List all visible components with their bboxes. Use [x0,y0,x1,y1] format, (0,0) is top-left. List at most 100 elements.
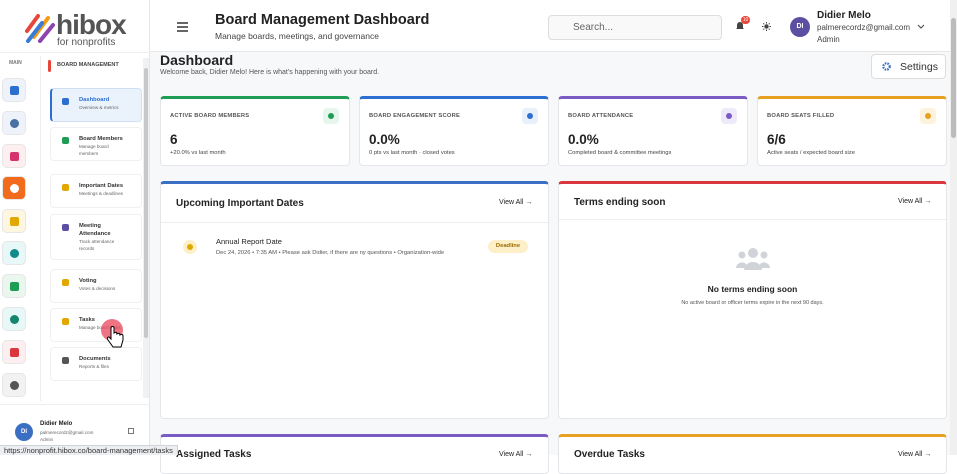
stat-label: BOARD SEATS FILLED [767,113,835,119]
menu-subtitle: Manage board members [79,144,109,156]
status-url: https://nonprofit.hibox.co/board-managem… [0,445,178,455]
stat-icon [920,108,936,124]
clock-dot [187,244,193,250]
rail-icon[interactable] [2,111,26,135]
panel-title: Upcoming Important Dates [176,198,304,209]
menu-subtitle: Meetings & deadlines [79,191,123,196]
rail-icon[interactable] [2,373,26,397]
menu-title[interactable]: Voting [79,278,97,284]
avatar[interactable]: DI [790,17,810,37]
divider [161,222,548,223]
divider [0,404,150,405]
stat-value: 6/6 [767,132,786,147]
menu-subtitle: Track attendance records [79,239,115,251]
menu-icon [62,279,69,286]
stat-value: 6 [170,132,178,147]
menu-icon [62,224,69,231]
brand-tagline: for nonprofits [57,37,116,48]
menu-toggle[interactable] [177,22,188,32]
menu-title[interactable]: Board Members [79,136,123,142]
menu-subtitle: Overview & metrics [79,105,119,110]
panel-title: Terms ending soon [574,197,666,208]
bell-icon[interactable] [735,21,745,31]
stat-card: BOARD ATTENDANCE 0.0% Completed board & co… [558,96,748,166]
menu-item-bg[interactable] [50,174,142,208]
rail-glyph [10,249,19,258]
user-role: Admin [40,437,54,442]
user-name: Didier Melo [40,421,73,427]
rail-icon[interactable] [2,241,26,265]
menu-item-bg[interactable] [50,308,142,342]
rail-label: MAIN [9,60,22,66]
menu-title[interactable]: Tasks [79,317,96,323]
menu-title[interactable]: Meeting Attendance [79,223,111,237]
divider [559,219,946,220]
rail-icon[interactable] [2,274,26,298]
menu-item-bg[interactable] [50,127,142,161]
menu-icon [62,318,69,325]
sidebar: hibox for nonprofits MAIN BOARD MANAGEME… [0,0,150,455]
settings-label: Settings [900,61,938,73]
rail-icon[interactable] [2,340,26,364]
stat-value: 0.0% [568,132,599,147]
menu-title[interactable]: Important Dates [79,183,124,189]
menu-item-bg[interactable] [50,214,142,260]
search-box[interactable]: Search... [548,15,722,40]
rail-icon[interactable] [2,307,26,331]
top-bar: Board Management Dashboard Manage boards… [150,0,957,52]
dates-panel: Upcoming Important Dates View All → Annu… [160,181,549,419]
settings-button[interactable]: Settings [871,54,946,79]
stat-label: BOARD ATTENDANCE [568,113,634,119]
empty-title: No terms ending soon [707,284,798,294]
date-title: Annual Report Date [216,237,282,246]
menu-title[interactable]: Documents [79,356,111,362]
stat-icon [721,108,737,124]
avatar: DI [15,423,33,441]
stat-glyph [925,113,931,119]
logout-icon[interactable] [128,428,134,434]
user-email: palmerecordz@gmail.com [40,430,94,435]
stat-note: Completed board & committee meetings [568,150,672,156]
view-all[interactable]: View All → [898,198,932,205]
stat-icon [522,108,538,124]
empty-text: No active board or officer terms expire … [681,300,824,306]
stat-label: BOARD ENGAGEMENT SCORE [369,113,461,119]
rail-glyph [10,152,19,161]
rail-icon[interactable] [2,78,26,102]
menu-item-bg[interactable] [50,347,142,381]
date-tag: Deadline [488,240,528,253]
tasks-panel: Assigned Tasks View All → [160,434,549,474]
view-all[interactable]: View All → [499,199,533,206]
rail-glyph [10,119,19,128]
chevron[interactable] [917,24,925,30]
stat-note: Active seats / expected board size [767,150,855,156]
rail-icon[interactable] [2,144,26,168]
rail-glyph [10,315,19,324]
user-email: palmerecordz@gmail.com [817,23,911,32]
stat-card: BOARD ENGAGEMENT SCORE 0.0% 0 pts vs last … [359,96,549,166]
divider [0,52,150,53]
menu-item-bg[interactable] [50,269,142,303]
menu-icon [62,98,69,105]
rail-icon[interactable] [2,209,26,233]
scroll-thumb [144,68,148,338]
stat-card: ACTIVE BOARD MEMBERS 6 +20.0% vs last mont… [160,96,350,166]
menu-subtitle: Manage board tasks [79,325,121,330]
logo-mark [25,14,55,43]
user-name: Didier Melo [817,10,871,21]
gear-icon [882,62,891,71]
stat-note: +20.0% vs last month [170,150,226,156]
menu-subtitle: Reports & files [79,364,109,369]
overdue-panel: Overdue Tasks View All → [558,434,947,474]
header-subtitle: Manage boards, meetings, and governance [215,31,379,41]
menu-icon [62,184,69,191]
theme-toggle[interactable] [762,22,771,31]
user-role: Admin [817,35,840,44]
rail-icon[interactable] [2,176,26,200]
menu-title[interactable]: Dashboard [79,97,110,103]
heading-accent [48,60,51,72]
empty-icon [736,248,770,270]
